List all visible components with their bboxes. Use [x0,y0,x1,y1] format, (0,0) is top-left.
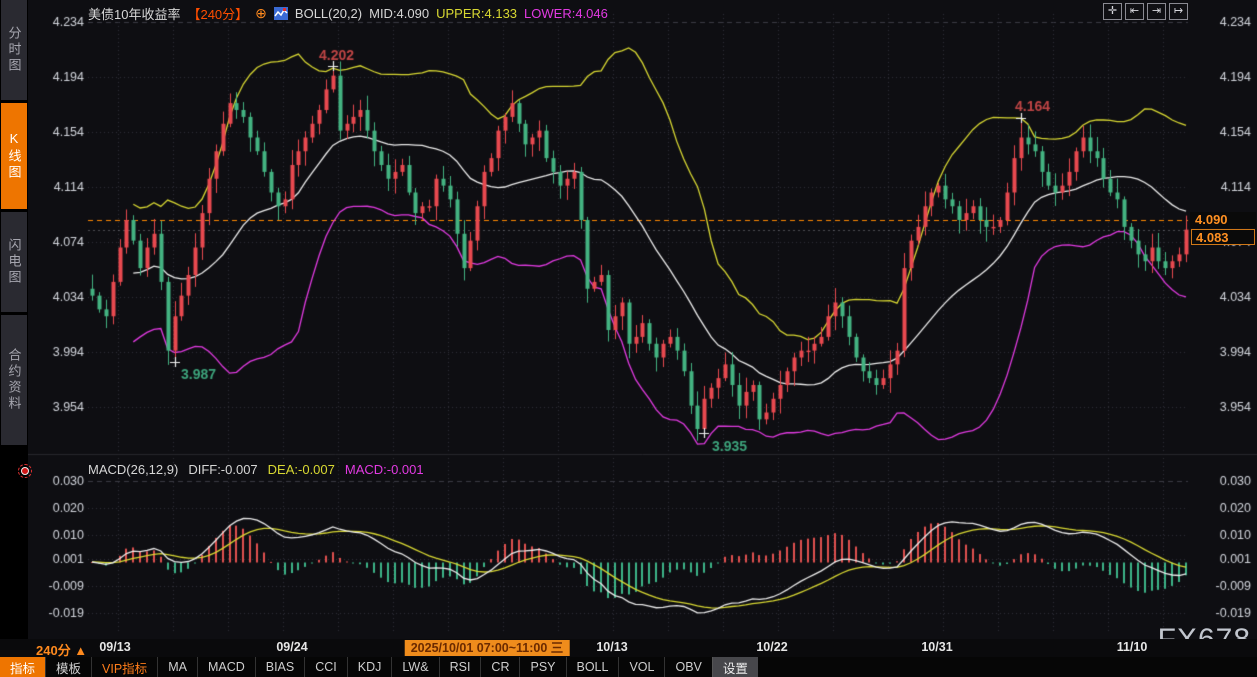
sidebar-item-time-chart[interactable]: 分时图 [1,0,27,100]
indicator-cr-button[interactable]: CR [480,657,519,677]
x-axis-row: 240分 ▲ 09/13 09/24 2025/10/01 07:00~11:0… [0,639,1257,657]
tab-templates[interactable]: 模板 [45,657,91,677]
sidebar: 分时图 K线图 闪电图 合约资料 [0,0,28,677]
kline-chart-canvas[interactable] [0,0,1257,677]
boll-label: BOLL(20,2) [295,6,362,21]
last-price-tag: 4.083 [1191,229,1255,245]
x-tick-label: 10/22 [756,640,787,654]
macd-diff-value: DIFF:-0.007 [188,462,257,477]
shift-right-icon[interactable]: ↦ [1169,3,1188,20]
chart-tools: ✛ ⇤ ⇥ ↦ [1103,3,1188,20]
boll-upper-value: UPPER:4.133 [436,6,517,21]
sidebar-item-contract-info[interactable]: 合约资料 [1,315,27,445]
sidebar-item-lightning-chart[interactable]: 闪电图 [1,212,27,312]
indicator-ma-button[interactable]: MA [157,657,197,677]
indicator-cci-button[interactable]: CCI [304,657,347,677]
x-tick-label: 10/31 [921,640,952,654]
scale-left-icon[interactable]: ⇤ [1125,3,1144,20]
indicator-boll-button[interactable]: BOLL [566,657,619,677]
add-indicator-icon[interactable]: ⊕ [255,5,267,22]
macd-bar-value: MACD:-0.001 [345,462,424,477]
scale-right-icon[interactable]: ⇥ [1147,3,1166,20]
indicator-psy-button[interactable]: PSY [519,657,565,677]
live-pulse-icon [18,464,32,478]
pan-icon[interactable]: ✛ [1103,3,1122,20]
indicator-toolbar: 指标 模板 VIP指标 MA MACD BIAS CCI KDJ LW& RSI… [0,657,1257,677]
boll-mid-value: MID:4.090 [369,6,429,21]
macd-label: MACD(26,12,9) [88,462,178,477]
x-tick-label: 09/13 [99,640,130,654]
sidebar-item-kline-chart[interactable]: K线图 [1,103,27,209]
tab-vip-indicators[interactable]: VIP指标 [91,657,157,677]
trading-app-window: { "app": { "watermark": "FX678" }, "side… [0,0,1257,677]
boll-lower-value: LOWER:4.046 [524,6,608,21]
indicator-rsi-button[interactable]: RSI [439,657,481,677]
x-tick-label: 10/13 [596,640,627,654]
indicator-macd-button[interactable]: MACD [197,657,255,677]
mid-price-tag: 4.090 [1190,212,1256,228]
chart-legend: 美债10年收益率 【240分】 ⊕ BOLL(20,2) MID:4.090 U… [88,4,608,23]
x-tick-selected-bar-time: 2025/10/01 07:00~11:00 三 [405,640,570,656]
indicator-obv-button[interactable]: OBV [664,657,711,677]
indicator-vol-button[interactable]: VOL [618,657,664,677]
indicator-bias-button[interactable]: BIAS [255,657,305,677]
settings-button[interactable]: 设置 [712,657,758,677]
x-tick-label: 09/24 [276,640,307,654]
macd-dea-value: DEA:-0.007 [268,462,335,477]
indicator-chart-icon[interactable] [274,7,288,20]
instrument-title: 美债10年收益率 [88,4,180,23]
tab-indicators[interactable]: 指标 [0,657,45,677]
indicator-kdj-button[interactable]: KDJ [347,657,392,677]
period-label[interactable]: 【240分】 [187,4,248,23]
x-tick-label: 11/10 [1117,640,1148,654]
macd-legend: MACD(26,12,9) DIFF:-0.007 DEA:-0.007 MAC… [88,462,424,477]
indicator-lw-button[interactable]: LW& [391,657,438,677]
